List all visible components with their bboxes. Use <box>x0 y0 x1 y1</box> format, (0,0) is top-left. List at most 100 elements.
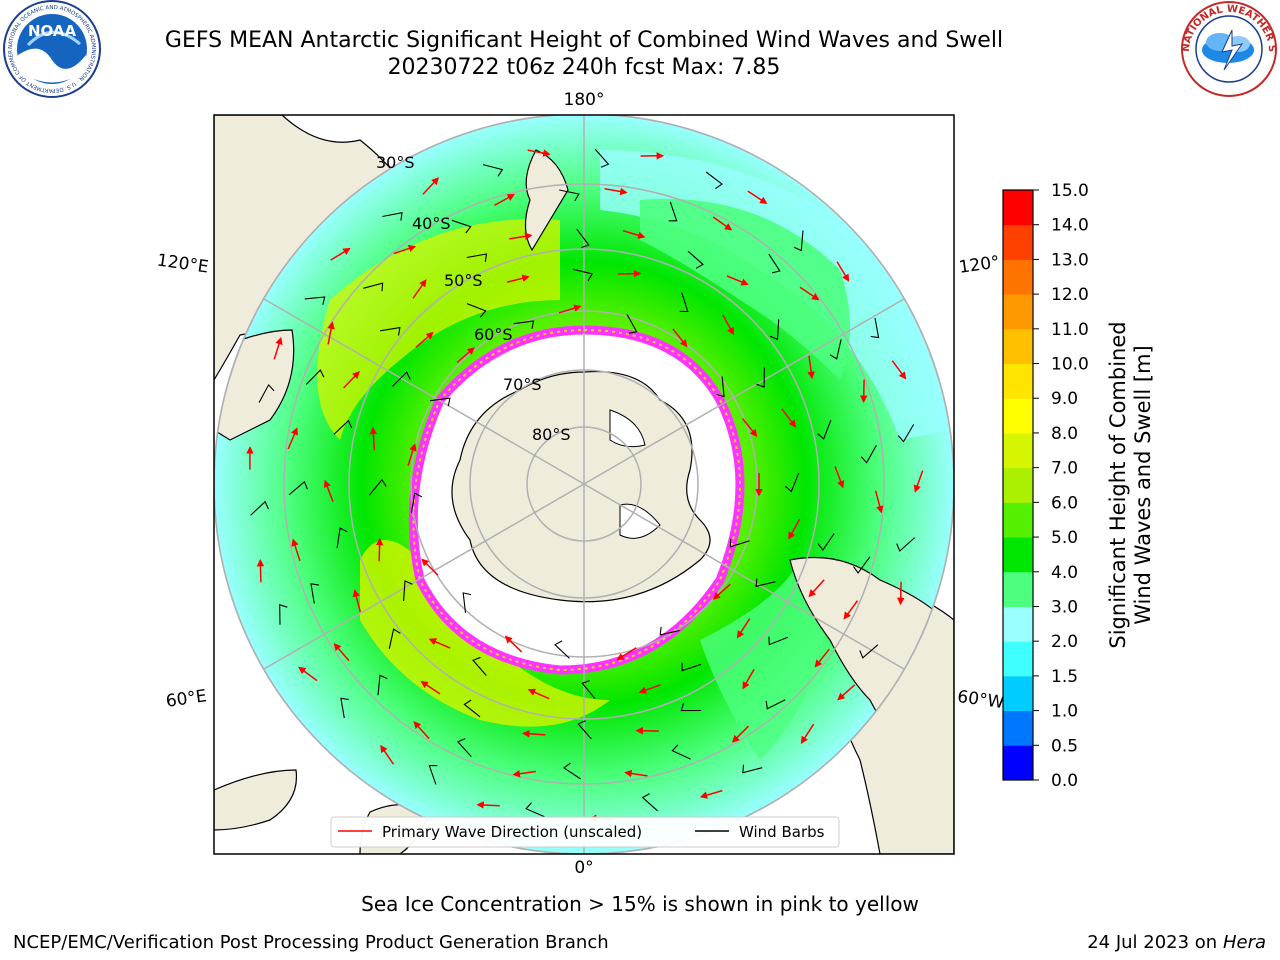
wave-direction-arrow <box>512 770 536 778</box>
wind-barb <box>681 662 702 672</box>
wave-direction-arrow <box>273 336 283 360</box>
colorbar-swatch <box>1003 537 1033 573</box>
colorbar-swatch <box>1003 745 1033 781</box>
wind-barb <box>870 317 880 339</box>
wind-barb <box>769 319 780 341</box>
colorbar-tick-label: 2.0 <box>1051 632 1078 652</box>
footer-date-text: 24 Jul 2023 on <box>1087 932 1218 953</box>
lat-label-50s: 50°S <box>444 271 483 290</box>
colorbar-swatch <box>1003 675 1033 712</box>
colorbar-tick-label: 3.0 <box>1051 597 1078 617</box>
wave-direction-arrow <box>428 638 451 649</box>
wave-direction-arrow <box>494 193 516 207</box>
footer-machine: Hera <box>1222 932 1266 953</box>
wave-direction-arrow <box>859 379 868 404</box>
colorbar-swatch <box>1003 363 1033 399</box>
wave-direction-arrow <box>699 789 723 799</box>
wave-direction-arrow <box>874 490 884 514</box>
wind-barb <box>793 230 804 252</box>
wind-barb <box>559 189 580 202</box>
noaa-logo-text: NOAA <box>28 22 77 40</box>
colorbar-swatch <box>1003 259 1033 295</box>
map-frame <box>213 114 955 855</box>
wave-direction-arrow <box>843 600 859 620</box>
wave-direction-arrow <box>330 247 351 261</box>
colorbar-swatch <box>1003 190 1033 226</box>
wave-direction-arrow <box>407 443 417 466</box>
wind-barb <box>687 250 704 269</box>
wind-barb <box>563 762 582 780</box>
colorbar-tick-label: 5.0 <box>1051 528 1078 548</box>
lat-label-80s: 80°S <box>532 425 571 444</box>
colorbar-swatch <box>1003 502 1033 538</box>
wave-direction-arrow <box>722 314 735 336</box>
wave-direction-arrow <box>421 558 439 576</box>
lat-label-30s: 30°S <box>376 153 415 172</box>
wave-direction-arrow <box>412 279 427 299</box>
wind-barb <box>380 326 401 336</box>
colorbar-tick-label: 0.0 <box>1051 771 1078 791</box>
wind-barb <box>377 674 388 696</box>
wind-barb <box>680 702 702 712</box>
wave-direction-arrow <box>836 261 850 282</box>
wind-barb <box>768 636 789 646</box>
wind-barb <box>456 738 472 757</box>
wind-barb <box>641 793 658 812</box>
legend-wind-label: Wind Barbs <box>739 823 825 841</box>
colorbar-swatch <box>1003 606 1033 642</box>
wind-barb <box>410 492 423 513</box>
wind-barb <box>451 219 472 234</box>
colorbar-tick-label: 15.0 <box>1051 181 1089 201</box>
wave-direction-arrow <box>837 684 856 701</box>
wind-barb <box>765 699 786 710</box>
wave-direction-arrow <box>375 537 384 562</box>
wind-barb <box>513 320 535 329</box>
wind-barb <box>729 538 750 548</box>
wind-barb <box>428 765 438 785</box>
wave-direction-arrow <box>913 470 924 493</box>
colorbar-tick-label: 9.0 <box>1051 389 1078 409</box>
lat-label-40s: 40°S <box>412 214 451 233</box>
wave-direction-arrow <box>369 426 378 451</box>
wave-direction-arrow <box>617 269 642 278</box>
wave-direction-arrow <box>672 328 688 348</box>
lon-label-0: 0° <box>574 858 593 878</box>
wind-barb <box>466 253 488 262</box>
wave-direction-arrow <box>287 427 298 450</box>
wave-direction-arrow <box>456 347 475 363</box>
colorbar: 0.0 0.5 1.0 1.5 2.0 3.0 4.0 5.0 6.0 7.0 8.0 9.0 10.0… <box>1002 181 1089 791</box>
footer-credit: NCEP/EMC/Verification Post Processing Pr… <box>13 932 609 953</box>
colorbar-frame <box>1002 189 1034 781</box>
wave-direction-arrow <box>558 304 582 314</box>
wave-direction-arrow <box>413 721 430 740</box>
wind-barb <box>768 253 781 274</box>
lon-label-120e: 120°E <box>156 251 210 278</box>
wind-barb <box>594 148 610 168</box>
wave-direction-arrow <box>799 286 820 301</box>
wind-barb <box>305 369 325 385</box>
wind-barb <box>576 228 590 249</box>
wind-barb <box>288 480 308 496</box>
wind-barb <box>581 679 596 700</box>
noaa-logo: NOAA NATIONAL OCEANIC AND ATMOSPHERIC AD… <box>0 0 101 98</box>
figure-title: GEFS MEAN Antarctic Significant Height o… <box>164 28 1004 53</box>
colorbar-tick-label: 7.0 <box>1051 459 1078 479</box>
colorbar-swatch <box>1003 224 1033 260</box>
colorbar-swatch <box>1003 294 1033 330</box>
lon-label-60w: 60°W <box>956 687 1005 713</box>
wind-barb <box>463 699 481 718</box>
wave-direction-arrow <box>522 730 546 738</box>
sea-ice-note: Sea Ice Concentration > 15% is shown in … <box>361 892 919 916</box>
lat-label-60s: 60°S <box>474 325 513 344</box>
wave-direction-arrow <box>323 479 334 502</box>
wind-barb <box>382 212 403 221</box>
colorbar-swatch <box>1003 432 1033 469</box>
wind-barb <box>659 626 680 636</box>
wave-direction-arrow <box>638 684 661 694</box>
wave-direction-arrow <box>333 642 350 662</box>
wave-direction-arrow <box>527 688 550 700</box>
wind-barb <box>755 578 776 588</box>
wind-barb <box>716 376 725 398</box>
wind-barb <box>258 383 275 403</box>
lon-label-120w: 120° <box>958 252 1001 278</box>
